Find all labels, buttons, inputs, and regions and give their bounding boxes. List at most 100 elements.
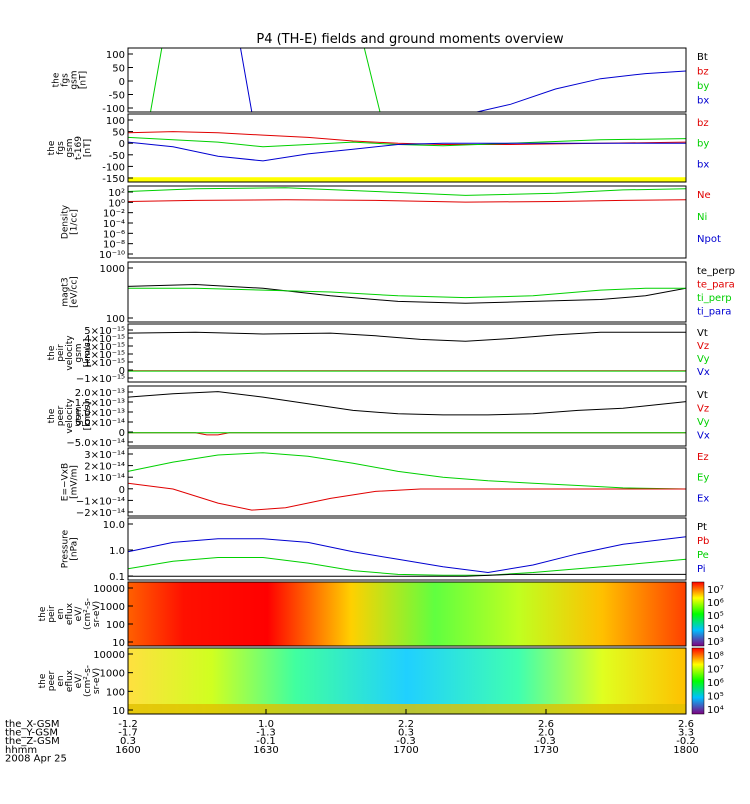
panel-efield: 3×10⁻¹⁴2×10⁻¹⁴1×10⁻¹⁴0−1×10⁻¹⁴−2×10⁻¹⁴ E=… <box>61 447 709 519</box>
x-row-value: 3.3 <box>678 728 694 739</box>
colorbar-tick-label: 10³ <box>707 637 724 648</box>
colorbar-tick-label: 10⁵ <box>707 692 724 703</box>
x-row-value: -1.3 <box>256 728 276 739</box>
y-tick-label: -100 <box>102 104 125 115</box>
y-tick-label: 10.0 <box>103 520 125 531</box>
y-axis-label-line: en <box>56 608 66 619</box>
x-row-value: 1730 <box>533 745 558 756</box>
y-axis-label-line: sr-eV) <box>92 668 102 694</box>
legend-entry-bx: bx <box>697 96 709 107</box>
y-axis-label-line: [nT] <box>83 139 93 157</box>
y-axis-label-line: the <box>47 408 57 423</box>
colorbar-tick-label: 10⁴ <box>707 624 724 635</box>
legend-entry-Pe: Pe <box>697 550 709 561</box>
y-axis-label-line: the <box>47 345 57 360</box>
series-line-green <box>150 47 163 113</box>
y-axis-label-line: gsm <box>74 343 84 362</box>
x-row-value: 0.3 <box>120 736 136 747</box>
x-row-value: 1800 <box>673 745 698 756</box>
y-tick-label: 10² <box>108 188 125 199</box>
y-tick-label: 3×10⁻¹⁴ <box>84 450 125 461</box>
x-row-value: -1.7 <box>118 728 138 739</box>
y-axis-label-line: [nT] <box>79 71 89 89</box>
x-row-value: -0.3 <box>536 736 556 747</box>
y-tick-label: 0 <box>119 139 125 150</box>
y-tick-label: 4×10⁻¹⁵ <box>84 334 125 345</box>
y-axis-label-line: eflux <box>65 602 75 625</box>
y-tick-label: 1.0×10⁻¹³ <box>75 408 125 419</box>
legend-entry-Vx: Vx <box>697 431 710 442</box>
y-tick-label: 0 <box>119 485 125 496</box>
y-tick-label: 1000 <box>100 264 125 275</box>
legend-entry-ti_para: ti_para <box>697 307 731 318</box>
panel-frame <box>127 185 687 259</box>
x-row-value: -0.1 <box>256 736 276 747</box>
y-tick-label: 1.0 <box>109 546 125 557</box>
x-row-label: the_Z-GSM <box>5 736 60 747</box>
y-tick-label: -150 <box>102 174 125 185</box>
y-tick-label: -50 <box>109 91 125 102</box>
y-tick-label: −1×10⁻¹⁵ <box>76 374 125 385</box>
panel-frame <box>127 581 687 647</box>
y-tick-label: 0.1 <box>109 572 125 583</box>
series-line-red <box>127 199 687 203</box>
y-tick-label: 100 <box>106 116 125 127</box>
y-axis-label-line: the <box>38 673 48 688</box>
x-row-label: the_X-GSM <box>5 719 59 730</box>
series-line-red <box>127 131 687 145</box>
y-axis-label-line: peer <box>47 670 57 691</box>
colorbar-tick-label: 10⁸ <box>707 651 724 662</box>
colorbar-tick-label: 10⁷ <box>707 665 724 676</box>
legend-entry-Pt: Pt <box>697 522 707 533</box>
y-tick-label: 10⁻⁸ <box>103 240 125 251</box>
legend-entry-Ni: Ni <box>697 212 707 223</box>
legend-entry-ti_perp: ti_perp <box>697 293 732 304</box>
y-tick-label: -100 <box>102 162 125 173</box>
x-row-value: 2.6 <box>678 719 694 730</box>
x-row-value: 1630 <box>253 745 278 756</box>
series-line-black <box>127 283 687 304</box>
legend-entry-bx: bx <box>697 159 709 170</box>
legend-entry-by: by <box>697 139 709 150</box>
x-row-value: 2.6 <box>538 719 554 730</box>
legend-entry-te_perp: te_perp <box>697 266 735 277</box>
series-line-blue <box>476 70 687 113</box>
legend-entry-Vx: Vx <box>697 367 710 378</box>
series-line-black <box>127 391 687 416</box>
y-axis-label-line: peir <box>56 344 66 362</box>
y-axis-label-line: fgs <box>61 73 71 87</box>
series-line-black <box>128 573 686 577</box>
series-line-green <box>127 136 687 148</box>
y-axis-label-line: fgs <box>56 141 66 155</box>
y-axis-label-line: [km/s] <box>83 402 93 431</box>
x-row-value: 2.2 <box>398 719 414 730</box>
legend-entry-Vy: Vy <box>697 417 710 428</box>
legend-entry-Pi: Pi <box>697 564 706 575</box>
x-row-value: 1.0 <box>258 719 274 730</box>
y-axis-label-line: the <box>38 606 48 621</box>
series-line-green <box>363 47 381 113</box>
panel-frame <box>127 323 687 383</box>
y-tick-label: 10⁰ <box>108 198 125 209</box>
legend-entry-Vt: Vt <box>697 328 708 339</box>
x-row-label: hhmm <box>5 745 37 756</box>
y-axis-label-line: [km/s] <box>83 339 93 368</box>
y-tick-label: 1×10⁻¹⁵ <box>84 358 125 369</box>
legend-entry-Vz: Vz <box>697 341 709 352</box>
y-tick-label: −5.0×10⁻¹⁴ <box>66 438 125 449</box>
legend-entry-Ex: Ex <box>697 493 709 504</box>
y-axis-label-line: eV/ <box>74 606 84 622</box>
y-tick-label: 0 <box>119 77 125 88</box>
y-axis-label-line: t-169 <box>74 136 84 160</box>
y-axis-label-line: Density <box>61 204 71 239</box>
spectrogram-peer_en <box>128 648 686 714</box>
y-tick-label: 5×10⁻¹⁵ <box>84 326 125 337</box>
panel-frame <box>127 447 687 517</box>
panel-frame <box>127 261 687 323</box>
y-axis-label-line: [eV/cc] <box>70 276 80 308</box>
legend-entry-Vt: Vt <box>697 390 708 401</box>
